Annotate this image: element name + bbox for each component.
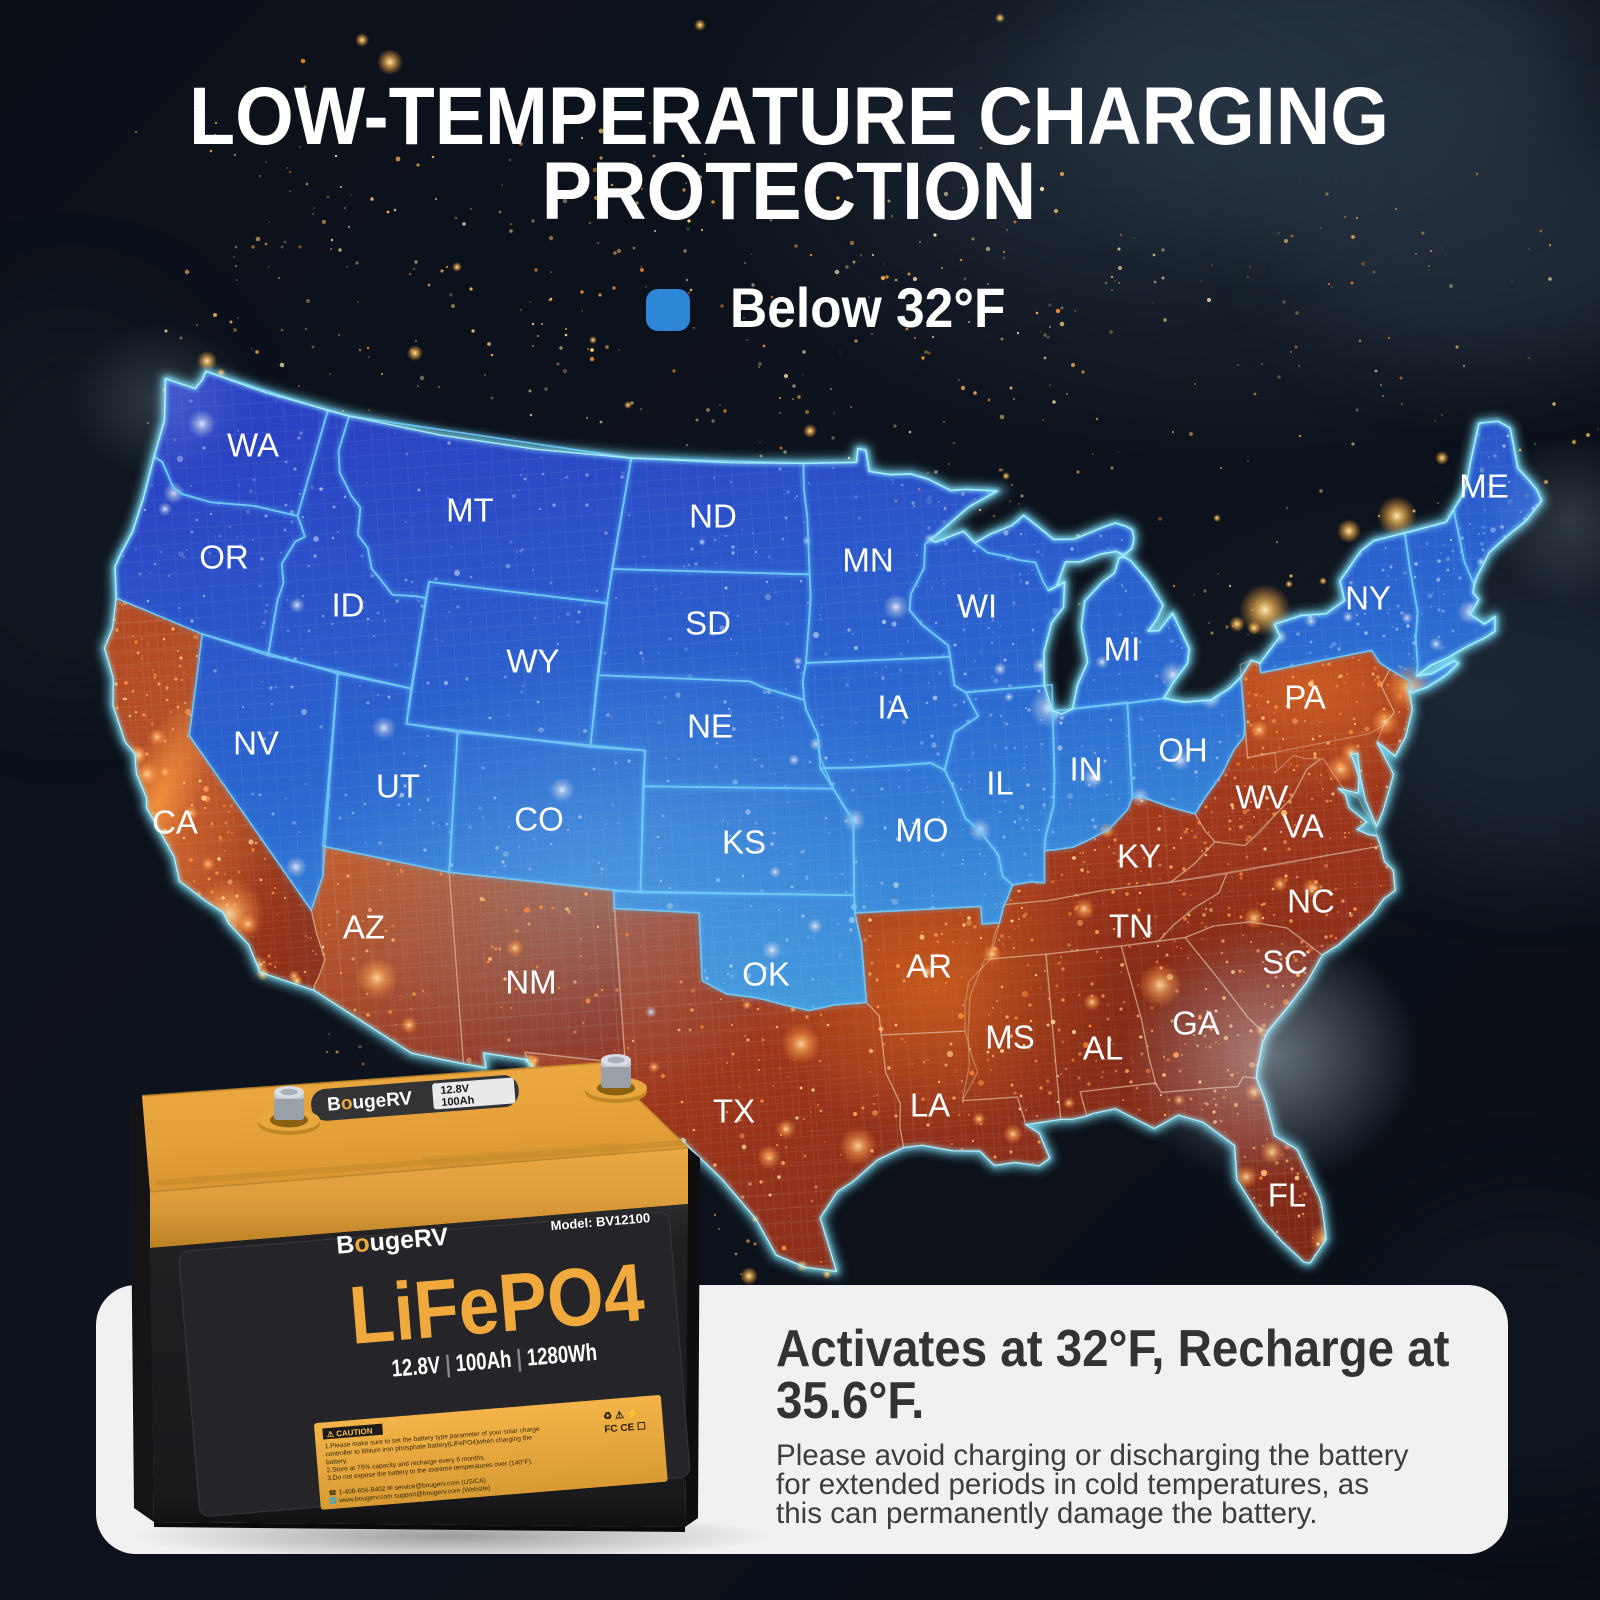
svg-text:PA: PA: [1284, 679, 1326, 716]
svg-text:VA: VA: [1282, 808, 1324, 845]
svg-text:MO: MO: [895, 812, 948, 849]
svg-text:OK: OK: [742, 956, 790, 993]
svg-text:12.8V: 12.8V: [440, 1083, 470, 1097]
svg-text:SD: SD: [685, 605, 731, 642]
svg-text:AR: AR: [906, 948, 952, 985]
svg-text:NY: NY: [1345, 580, 1391, 617]
svg-text:OR: OR: [199, 539, 249, 576]
svg-text:NE: NE: [687, 708, 733, 745]
svg-text:KY: KY: [1117, 838, 1161, 875]
svg-text:WI: WI: [957, 588, 997, 625]
svg-text:CO: CO: [514, 801, 564, 838]
svg-text:♻ ⚠ ⚡: ♻ ⚠ ⚡: [603, 1407, 640, 1423]
svg-text:UT: UT: [376, 768, 420, 805]
svg-text:FL: FL: [1268, 1177, 1307, 1214]
svg-text:OH: OH: [1158, 732, 1208, 769]
svg-text:MS: MS: [985, 1019, 1035, 1056]
svg-text:IL: IL: [986, 765, 1014, 802]
svg-text:KS: KS: [722, 824, 766, 861]
svg-text:NC: NC: [1287, 883, 1335, 920]
svg-text:100Ah: 100Ah: [441, 1094, 475, 1109]
svg-text:NV: NV: [233, 725, 279, 762]
svg-text:IN: IN: [1070, 751, 1103, 788]
svg-text:LA: LA: [910, 1087, 950, 1124]
svg-text:WV: WV: [1235, 779, 1288, 816]
svg-text:MI: MI: [1104, 631, 1141, 668]
svg-text:MT: MT: [446, 492, 494, 529]
svg-text:TX: TX: [713, 1093, 755, 1130]
svg-text:AL: AL: [1083, 1030, 1123, 1067]
svg-text:WA: WA: [227, 427, 279, 464]
svg-text:ND: ND: [689, 498, 737, 535]
svg-text:battery.: battery.: [326, 1458, 348, 1467]
svg-text:NM: NM: [505, 964, 556, 1001]
svg-text:WY: WY: [506, 643, 559, 680]
svg-text:SC: SC: [1262, 944, 1308, 981]
svg-text:MN: MN: [842, 542, 893, 579]
svg-text:IA: IA: [877, 689, 908, 726]
svg-text:TN: TN: [1109, 908, 1153, 945]
svg-text:FC CE ☐: FC CE ☐: [604, 1421, 647, 1435]
svg-text:ID: ID: [332, 587, 365, 624]
svg-text:AZ: AZ: [343, 909, 385, 946]
svg-text:⚠ CAUTION: ⚠ CAUTION: [326, 1426, 373, 1439]
svg-text:GA: GA: [1172, 1005, 1220, 1042]
svg-text:ME: ME: [1459, 468, 1509, 505]
svg-text:CA: CA: [152, 804, 198, 841]
